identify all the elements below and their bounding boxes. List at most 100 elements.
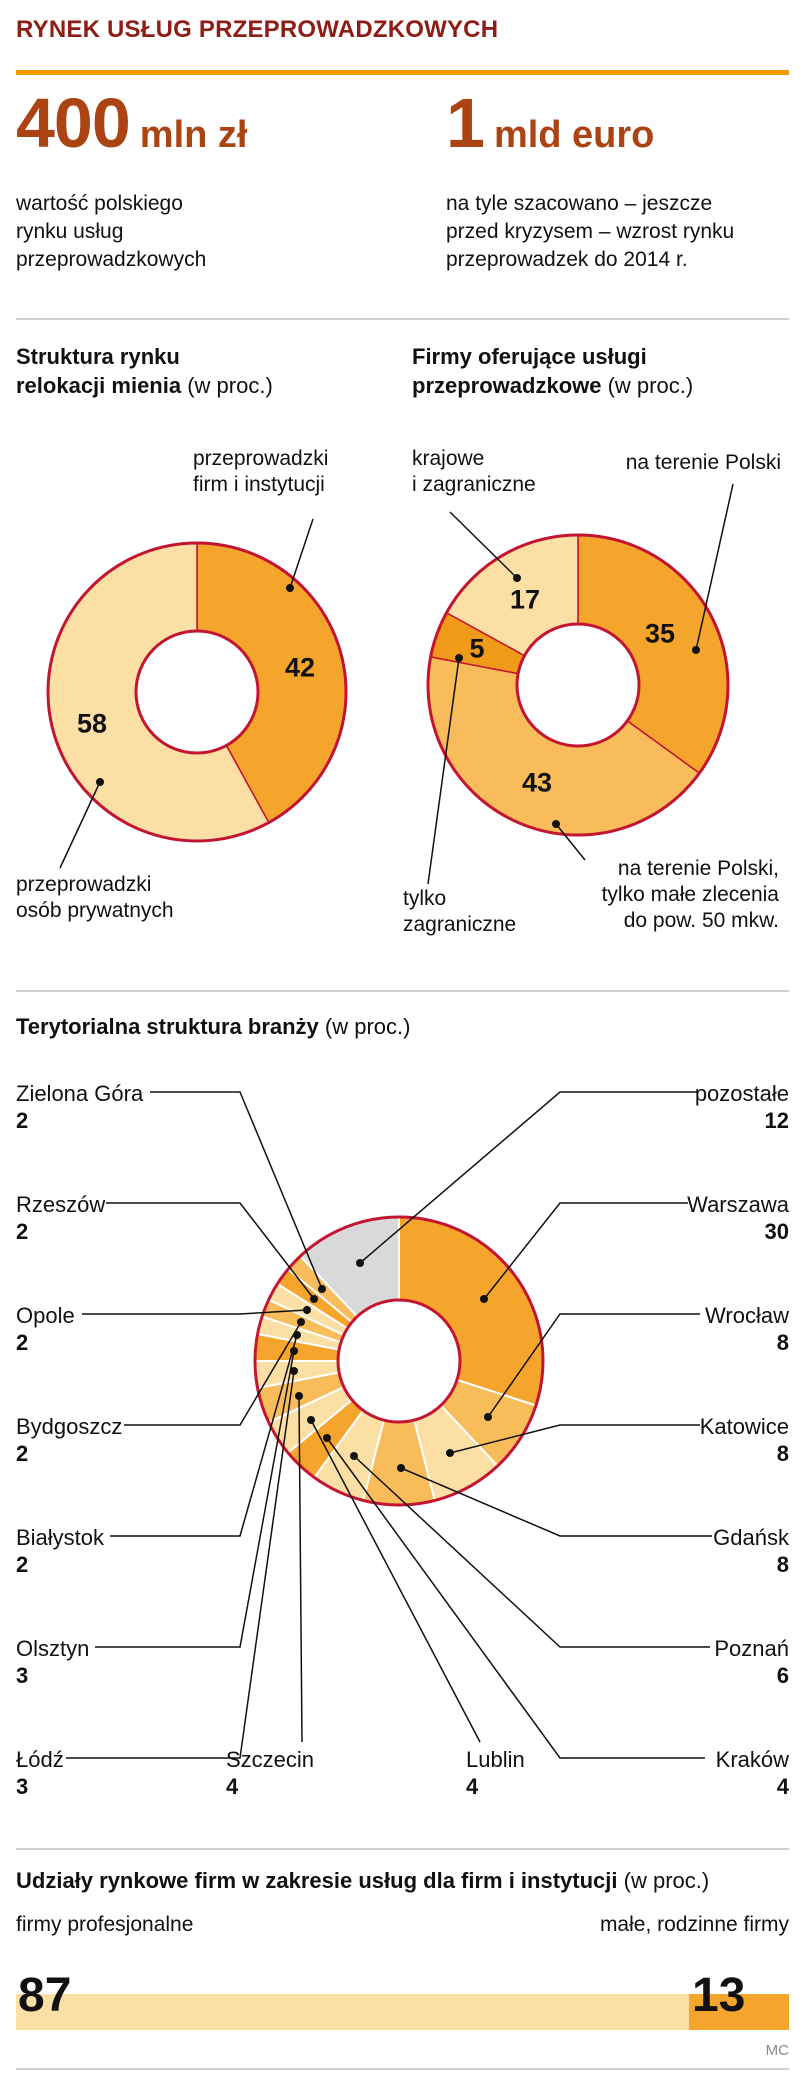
stat-unit: mln zł [139, 114, 248, 156]
leader-line-bialystok [110, 1334, 298, 1537]
donut-segment [286, 1254, 359, 1324]
leader-line-katowice [449, 1424, 700, 1454]
stat-value: 400 [16, 84, 131, 162]
donut-outer-ring [46, 541, 348, 843]
bar-category-left: firmy profesjonalne [16, 1913, 194, 1936]
leader-line-olsztyn [95, 1350, 295, 1648]
leader-line-poland [695, 483, 734, 651]
bar-segment-professional [16, 1994, 689, 2030]
leader-line-wroclaw [487, 1313, 700, 1418]
city-name: pozostałe [694, 1081, 789, 1106]
callout-poland-small: na terenie Polski, tylko małe zlecenia d… [601, 857, 779, 932]
leader-line-private [59, 781, 101, 869]
value-foreign-only-5: 5 [469, 633, 485, 664]
market-share-bar [16, 1994, 789, 2030]
leader-dot-poland-small [552, 820, 560, 828]
bar-segment-family [688, 1994, 789, 2030]
leader-line-foreign-only [427, 657, 460, 885]
leader-line-pozostale [359, 1091, 697, 1264]
value-firms-42: 42 [284, 652, 316, 683]
city-name: Rzeszów [16, 1192, 106, 1217]
value-professional-87: 87 [18, 1969, 72, 2022]
leader-dot-warszawa [480, 1295, 488, 1303]
donut-segment [253, 1360, 341, 1390]
label-olsztyn: Olsztyn 3 [16, 1635, 89, 1689]
city-value: 8 [776, 1552, 789, 1577]
donut-segment [398, 1215, 544, 1407]
city-value: 12 [764, 1108, 789, 1133]
city-name: Opole [16, 1303, 75, 1328]
label-gdansk: Gdańsk 8 [713, 1524, 789, 1578]
city-name: Gdańsk [713, 1525, 789, 1550]
donut-segment [439, 1378, 538, 1468]
city-value: 6 [776, 1663, 789, 1688]
stat-unit: mld euro [493, 114, 655, 156]
leader-dot-bialystok [293, 1331, 301, 1339]
leader-line-szczecin [298, 1395, 303, 1743]
label-bialystok: Białystok 2 [16, 1524, 104, 1578]
donut-inner-ring [515, 622, 641, 748]
value-family-13: 13 [692, 1969, 746, 2022]
stat-value: 1 [446, 84, 485, 162]
callout-poland: na terenie Polski [625, 451, 781, 474]
bar-chart-title: Udziały rynkowe firm w zakresie usług dl… [16, 1866, 709, 1895]
value-private-58: 58 [76, 708, 108, 739]
donut-segment [256, 1371, 346, 1424]
section-divider [16, 1848, 789, 1850]
leader-line-domestic-foreign [449, 511, 518, 579]
city-value: 2 [16, 1552, 29, 1577]
donut-segment [427, 656, 701, 836]
donut-segment [361, 1418, 437, 1507]
leader-dot-lublin [307, 1416, 315, 1424]
donut-outer-ring [253, 1215, 545, 1507]
bottom-rule [16, 2068, 789, 2070]
leader-dot-krakow [323, 1434, 331, 1442]
callout-domestic-foreign: krajowe i zagraniczne [412, 447, 536, 496]
donut-inner-ring [336, 1298, 462, 1424]
city-value: 4 [466, 1774, 479, 1799]
donut-segment [47, 542, 270, 842]
leader-dot-opole [303, 1306, 311, 1314]
label-szczecin: Szczecin 4 [226, 1746, 314, 1800]
city-value: 3 [16, 1663, 29, 1688]
value-poland-small-43: 43 [521, 767, 553, 798]
callout-private: przeprowadzki osób prywatnych [16, 873, 174, 922]
donut-segment [286, 1398, 365, 1479]
city-name: Poznań [714, 1636, 789, 1661]
donut-segment [267, 1385, 354, 1455]
stat-market-value-caption: wartość polskiego rynku usług przeprowad… [16, 192, 207, 271]
city-name: Wrocław [705, 1303, 789, 1328]
leader-dot-rzeszow [310, 1295, 318, 1303]
label-opole: Opole 2 [16, 1302, 75, 1356]
leader-dot-szczecin [295, 1392, 303, 1400]
donut-outer-ring [426, 533, 730, 837]
leader-dot-lodz [290, 1367, 298, 1375]
city-value: 8 [776, 1330, 789, 1355]
leader-dot-bydgoszcz [297, 1318, 305, 1326]
label-poznan: Poznań 6 [714, 1635, 789, 1689]
bar-title-suffix: (w proc.) [617, 1868, 710, 1893]
chart1-title: Struktura rynku relokacji mienia (w proc… [16, 342, 273, 400]
stat-growth: 1 mld euro [446, 88, 654, 158]
donut-segment [256, 1315, 343, 1351]
city-name: Szczecin [226, 1747, 315, 1772]
leader-dot-foreign-only [455, 654, 463, 662]
section-divider [16, 990, 789, 992]
chart1-title-suffix: (w proc.) [181, 373, 273, 398]
city-value: 2 [16, 1108, 29, 1133]
donut-segment [260, 1298, 346, 1344]
city-name: Lublin [466, 1747, 525, 1772]
leader-dot-katowice [446, 1449, 454, 1457]
leader-line-bydgoszcz [124, 1321, 302, 1426]
chart1-title-bold: Struktura rynku relokacji mienia [16, 344, 182, 398]
donut-inner-ring [134, 629, 260, 755]
leader-line-lublin [310, 1419, 481, 1743]
bar-title-bold: Udziały rynkowe firm w zakresie usług dl… [16, 1868, 618, 1893]
city-name: Łódź [16, 1747, 64, 1772]
city-value: 2 [16, 1441, 29, 1466]
city-value: 8 [776, 1441, 789, 1466]
city-value: 30 [764, 1219, 789, 1244]
city-name: Bydgoszcz [16, 1414, 123, 1439]
label-rzeszow: Rzeszów 2 [16, 1191, 105, 1245]
label-lublin: Lublin 4 [466, 1746, 525, 1800]
